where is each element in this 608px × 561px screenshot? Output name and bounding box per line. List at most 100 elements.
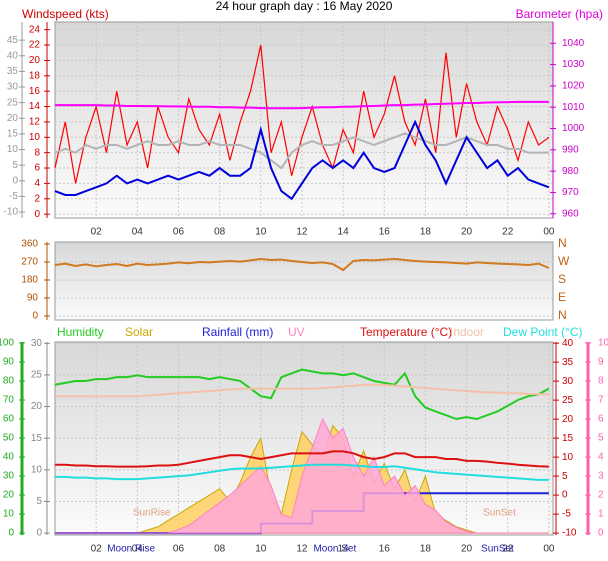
annotation: SunSet [483,508,516,519]
x-tick-label: 00 [543,544,555,555]
y-tick-label: 0 [36,528,42,539]
y-tick-label: -5 [562,509,571,520]
y-tick-label: 20 [31,401,43,412]
x-tick-label: 22 [502,227,514,238]
y-tick-label: 1000 [562,123,585,134]
x-tick-label: 20 [461,544,473,555]
x-tick-label: 00 [543,227,555,238]
y-tick-label: 25 [31,370,43,381]
y-tick-label: 1030 [562,59,585,70]
y-tick-label: 10 [3,509,15,520]
y-tick-label: 30 [31,338,43,349]
x-tick-label: 06 [173,544,185,555]
y-tick-label: 80 [3,376,15,387]
legend-entry: Temperature (°C) [360,325,452,339]
y-tick-label: 25 [562,395,574,406]
y-tick-label: 5 [562,471,568,482]
x-tick-label: 08 [214,227,226,238]
legend-entry: Humidity [57,325,104,339]
y-tick-label: 15 [562,433,574,444]
y-tick-label: 15 [31,433,43,444]
line [54,44,550,184]
x-tick-label: 08 [214,544,226,555]
y-tick-label: 45 [7,35,19,46]
x-tick-label: 10 [255,227,267,238]
y-tick-label: 18 [29,70,41,81]
y-tick-label: 990 [562,144,579,155]
y-tick-label: 0 [8,528,14,539]
y-tick-label: 25 [7,97,19,108]
y-tick-label: 30 [562,376,574,387]
y-tick-label: 10 [7,144,19,155]
y-tick-label: 10 [598,338,608,349]
y-tick-label: 50 [3,433,15,444]
y-tick-label: 30 [7,82,19,93]
y-tick-label: 3 [598,471,604,482]
y-tick-label: S [558,272,566,286]
y-tick-label: 90 [3,357,15,368]
y-tick-label: 1010 [562,102,585,113]
x-tick-label: 16 [379,544,391,555]
y-tick-label: 2 [34,193,40,204]
y-tick-label: 22 [29,40,41,51]
x-tick-label: 12 [296,227,308,238]
y-tick-label: 970 [562,187,579,198]
legend-entry: UV [288,325,305,339]
y-tick-label: 9 [598,357,604,368]
x-tick-label: 22 [502,544,514,555]
y-tick-label: 20 [3,490,15,501]
y-tick-label: W [558,254,570,268]
x-tick-label: 18 [420,227,432,238]
y-tick-label: 0 [32,311,38,322]
y-tick-label: 5 [36,496,42,507]
y-tick-label: 0 [598,528,604,539]
x-tick-label: 14 [338,544,350,555]
line [55,100,549,110]
y-tick-label: 980 [562,166,579,177]
y-tick-label: 1040 [562,38,585,49]
y-tick-label: 30 [3,471,15,482]
y-tick-label: 7 [598,395,604,406]
panel-direction [54,241,554,321]
y-tick-label: 270 [21,257,38,268]
y-tick-label: 8 [34,147,40,158]
y-tick-label: 4 [34,178,40,189]
y-tick-label: 35 [7,66,19,77]
y-tick-label: 14 [29,101,41,112]
y-tick-label: 10 [29,132,41,143]
y-tick-label: 0 [34,209,40,220]
line [55,383,549,398]
y-tick-label: 0 [562,490,568,501]
y-tick-label: 5 [598,433,604,444]
y-tick-label: 1 [598,509,604,520]
y-tick-label: 10 [562,452,574,463]
x-marker: Moon Rise [107,544,155,555]
y-tick-label: N [558,308,567,322]
line [54,368,550,421]
y-tick-label: 100 [0,338,14,349]
x-tick-label: 10 [255,544,267,555]
x-tick-label: 20 [461,227,473,238]
y-tick-label: -5 [9,191,18,202]
x-marker: SunSet [481,544,514,555]
legend-entry: Rainfall (mm) [202,325,273,339]
x-tick-label: 16 [379,227,391,238]
line [55,450,549,468]
annotation: SunRise [133,508,171,519]
panel-wind [54,21,554,219]
x-tick-label: 06 [173,227,185,238]
y-tick-label: 960 [562,208,579,219]
y-tick-label: 1020 [562,81,585,92]
x-marker: Moon Set [313,544,356,555]
y-tick-label: N [558,236,567,250]
y-tick-label: E [558,290,566,304]
legend-entry: Dew Point (°C) [503,325,582,339]
y-tick-label: 6 [34,163,40,174]
line [54,257,550,272]
y-tick-label: 15 [7,129,19,140]
area [55,417,549,534]
line [55,463,549,481]
y-tick-label: -10 [4,207,19,218]
y-tick-label: 40 [3,452,15,463]
